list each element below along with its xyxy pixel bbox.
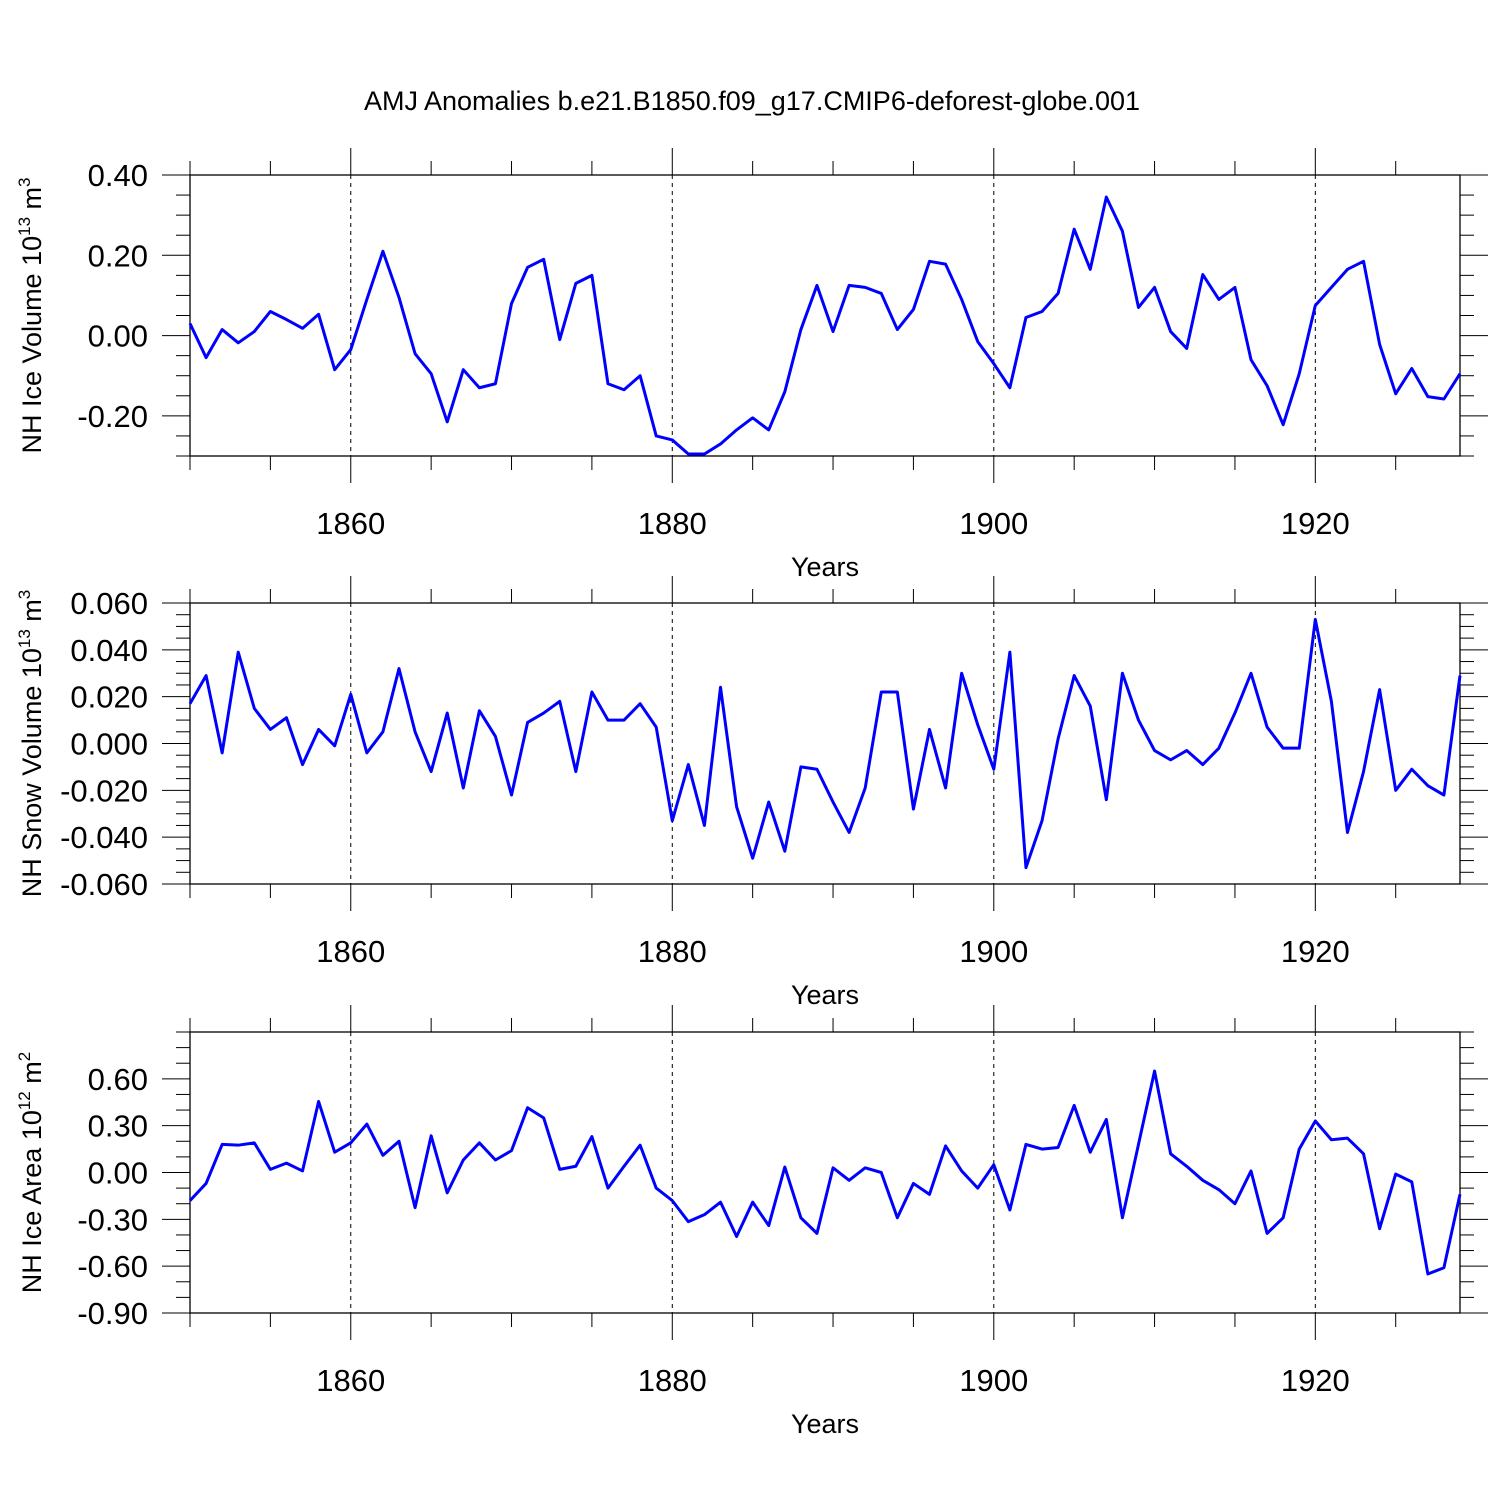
y-label-superscript: 12 [15,1091,34,1110]
y-tick-label: 0.020 [70,680,148,715]
x-tick-label: 1860 [316,1363,385,1398]
x-axis-label: Years [791,1409,859,1439]
x-tick-label: 1900 [959,1363,1028,1398]
y-axis-label: NH Ice Area 1012 m2 [15,1052,47,1293]
y-label-superscript: 2 [15,1052,34,1061]
series-line [188,1069,1462,1276]
y-label-superscript: 13 [15,217,34,236]
y-label-superscript: 13 [15,629,34,648]
x-tick-label: 1880 [638,934,707,969]
y-tick-label: -0.30 [77,1202,148,1237]
y-label-text: m [17,599,47,629]
y-tick-label: 0.60 [88,1062,148,1097]
y-label-superscript: 3 [15,178,34,187]
y-label-text: m [17,187,47,217]
y-tick-label: 0.060 [70,586,148,621]
x-tick-label: 1900 [959,506,1028,541]
y-tick-label: -0.90 [77,1296,148,1331]
plot-frame [189,602,1461,885]
x-tick-label: 1920 [1281,934,1350,969]
y-tick-label: -0.040 [60,820,148,855]
y-tick-label: 0.30 [88,1109,148,1144]
y-tick-label: -0.20 [77,399,148,434]
plot-frame [189,174,1461,457]
x-tick-label: 1920 [1281,506,1350,541]
y-tick-label: 0.000 [70,727,148,762]
y-tick-label: -0.020 [60,773,148,808]
y-tick-label: 0.040 [70,633,148,668]
y-label-text: NH Ice Area 10 [17,1110,47,1293]
series-line [188,617,1462,870]
plot-frame [189,1031,1461,1314]
panel-ice-volume: -0.20 0.00 0.20 0.40 1860 1880 1900 1920 Years NH… [15,148,1488,582]
x-tick-label: 1880 [638,1363,707,1398]
x-axis-label: Years [791,980,859,1010]
y-label-text: NH Ice Volume 10 [17,236,47,454]
chart-title: AMJ Anomalies b.e21.B1850.f09_g17.CMIP6-… [364,86,1140,116]
x-tick-label: 1860 [316,506,385,541]
panel-ice-area: -0.90 -0.60 -0.30 0.00 0.30 0.60 1860 1880 1900 1… [15,1005,1488,1439]
y-axis-label: NH Ice Volume 1013 m3 [15,178,47,454]
y-tick-label: -0.060 [60,867,148,902]
series-line [188,195,1462,456]
y-tick-label: 0.00 [88,319,148,354]
x-axis-label: Years [791,552,859,582]
x-tick-label: 1900 [959,934,1028,969]
y-tick-label: 0.20 [88,238,148,273]
x-tick-label: 1920 [1281,1363,1350,1398]
y-axis-label: NH Snow Volume 1013 m3 [15,590,47,898]
y-tick-label: 0.40 [88,158,148,193]
x-tick-label: 1880 [638,506,707,541]
y-tick-label: -0.60 [77,1249,148,1284]
y-tick-label: 0.00 [88,1156,148,1191]
y-label-text: m [17,1061,47,1091]
x-tick-label: 1860 [316,934,385,969]
y-label-superscript: 3 [15,590,34,599]
panel-snow-volume: -0.060 -0.040 -0.020 0.000 0.020 0.040 0.060 18… [15,576,1488,1010]
y-label-text: NH Snow Volume 10 [17,648,47,897]
